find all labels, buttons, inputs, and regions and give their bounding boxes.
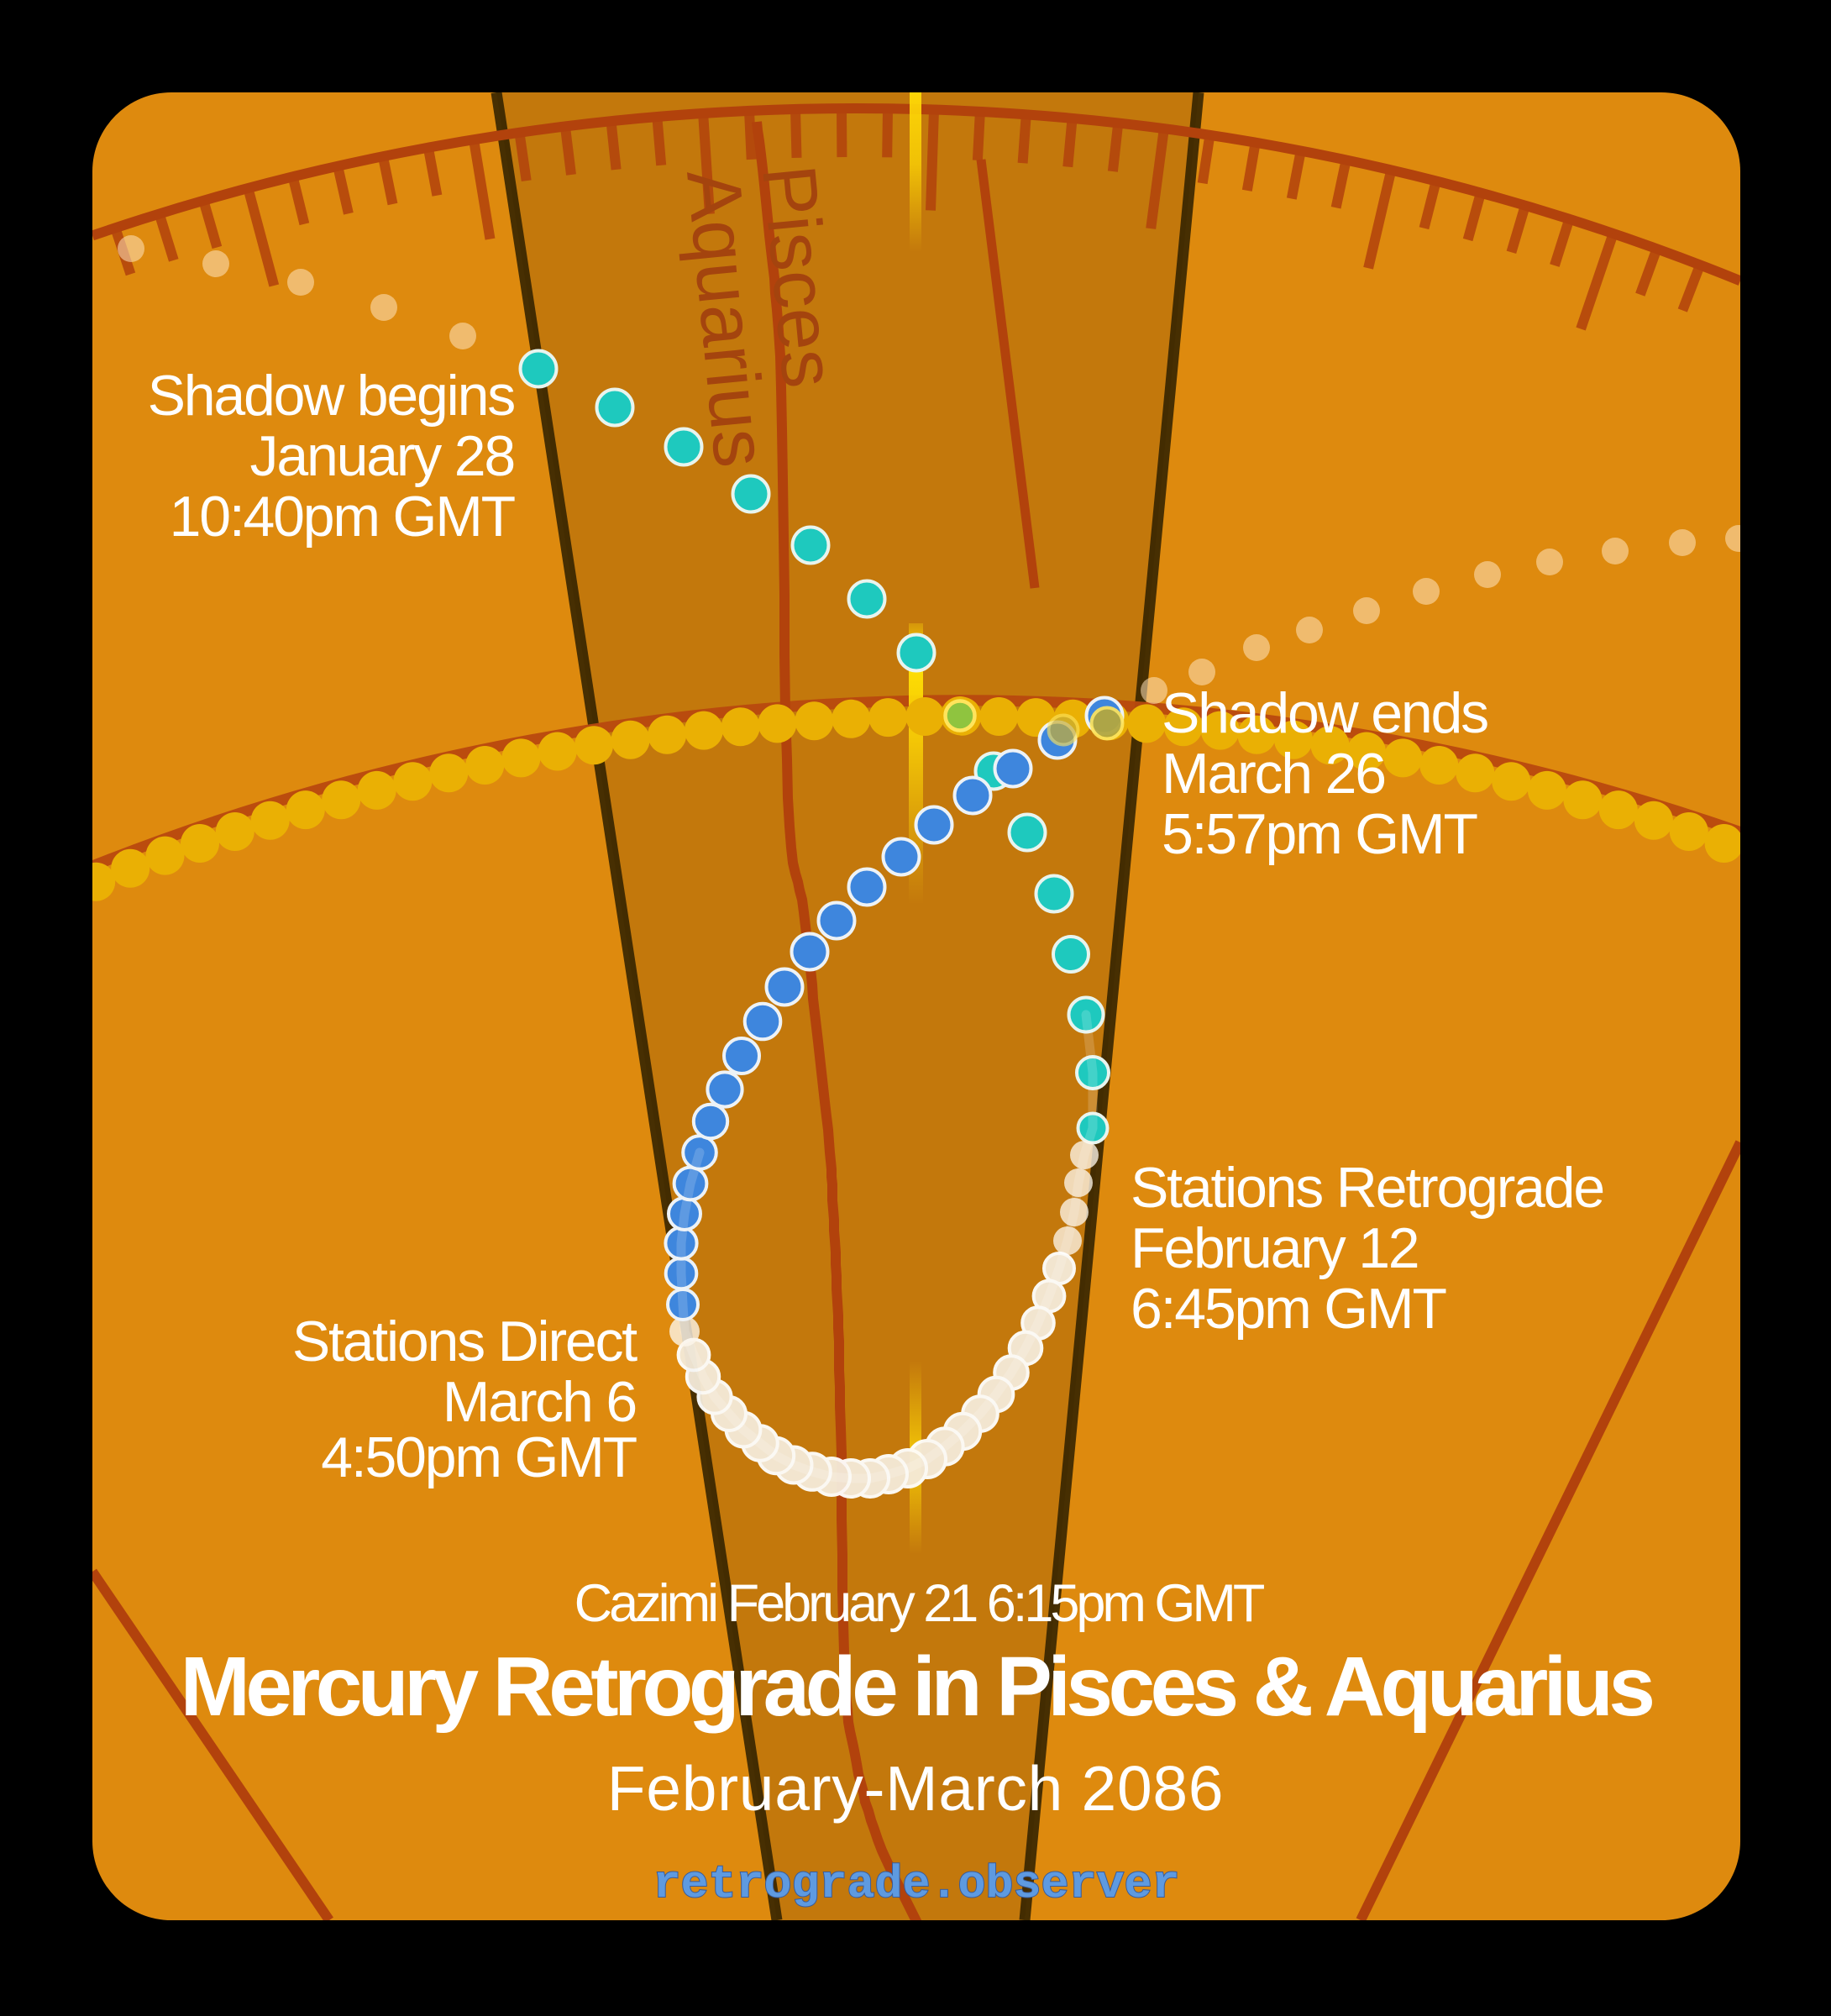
svg-text:March 6: March 6 [443, 1370, 636, 1434]
svg-text:Shadow begins: Shadow begins [148, 364, 515, 428]
svg-text:retrograde.observer: retrograde.observer [653, 1858, 1179, 1911]
svg-text:Cazimi February 21 6:15pm GMT: Cazimi February 21 6:15pm GMT [574, 1574, 1265, 1633]
svg-text:March 26: March 26 [1162, 742, 1385, 806]
svg-text:January 28: January 28 [250, 424, 514, 488]
svg-text:6:45pm GMT: 6:45pm GMT [1131, 1277, 1445, 1341]
svg-text:Stations Direct: Stations Direct [292, 1310, 637, 1373]
svg-text:10:40pm GMT: 10:40pm GMT [170, 485, 515, 549]
svg-text:February 12: February 12 [1131, 1216, 1418, 1280]
svg-text:February-March 2086: February-March 2086 [607, 1753, 1224, 1824]
svg-text:Mercury Retrograde in Pisces &: Mercury Retrograde in Pisces & Aquarius [181, 1640, 1653, 1734]
svg-text:Shadow ends: Shadow ends [1162, 681, 1487, 745]
svg-text:Stations Retrograde: Stations Retrograde [1131, 1156, 1603, 1220]
svg-text:4:50pm GMT: 4:50pm GMT [321, 1425, 636, 1489]
svg-text:5:57pm GMT: 5:57pm GMT [1162, 802, 1477, 866]
